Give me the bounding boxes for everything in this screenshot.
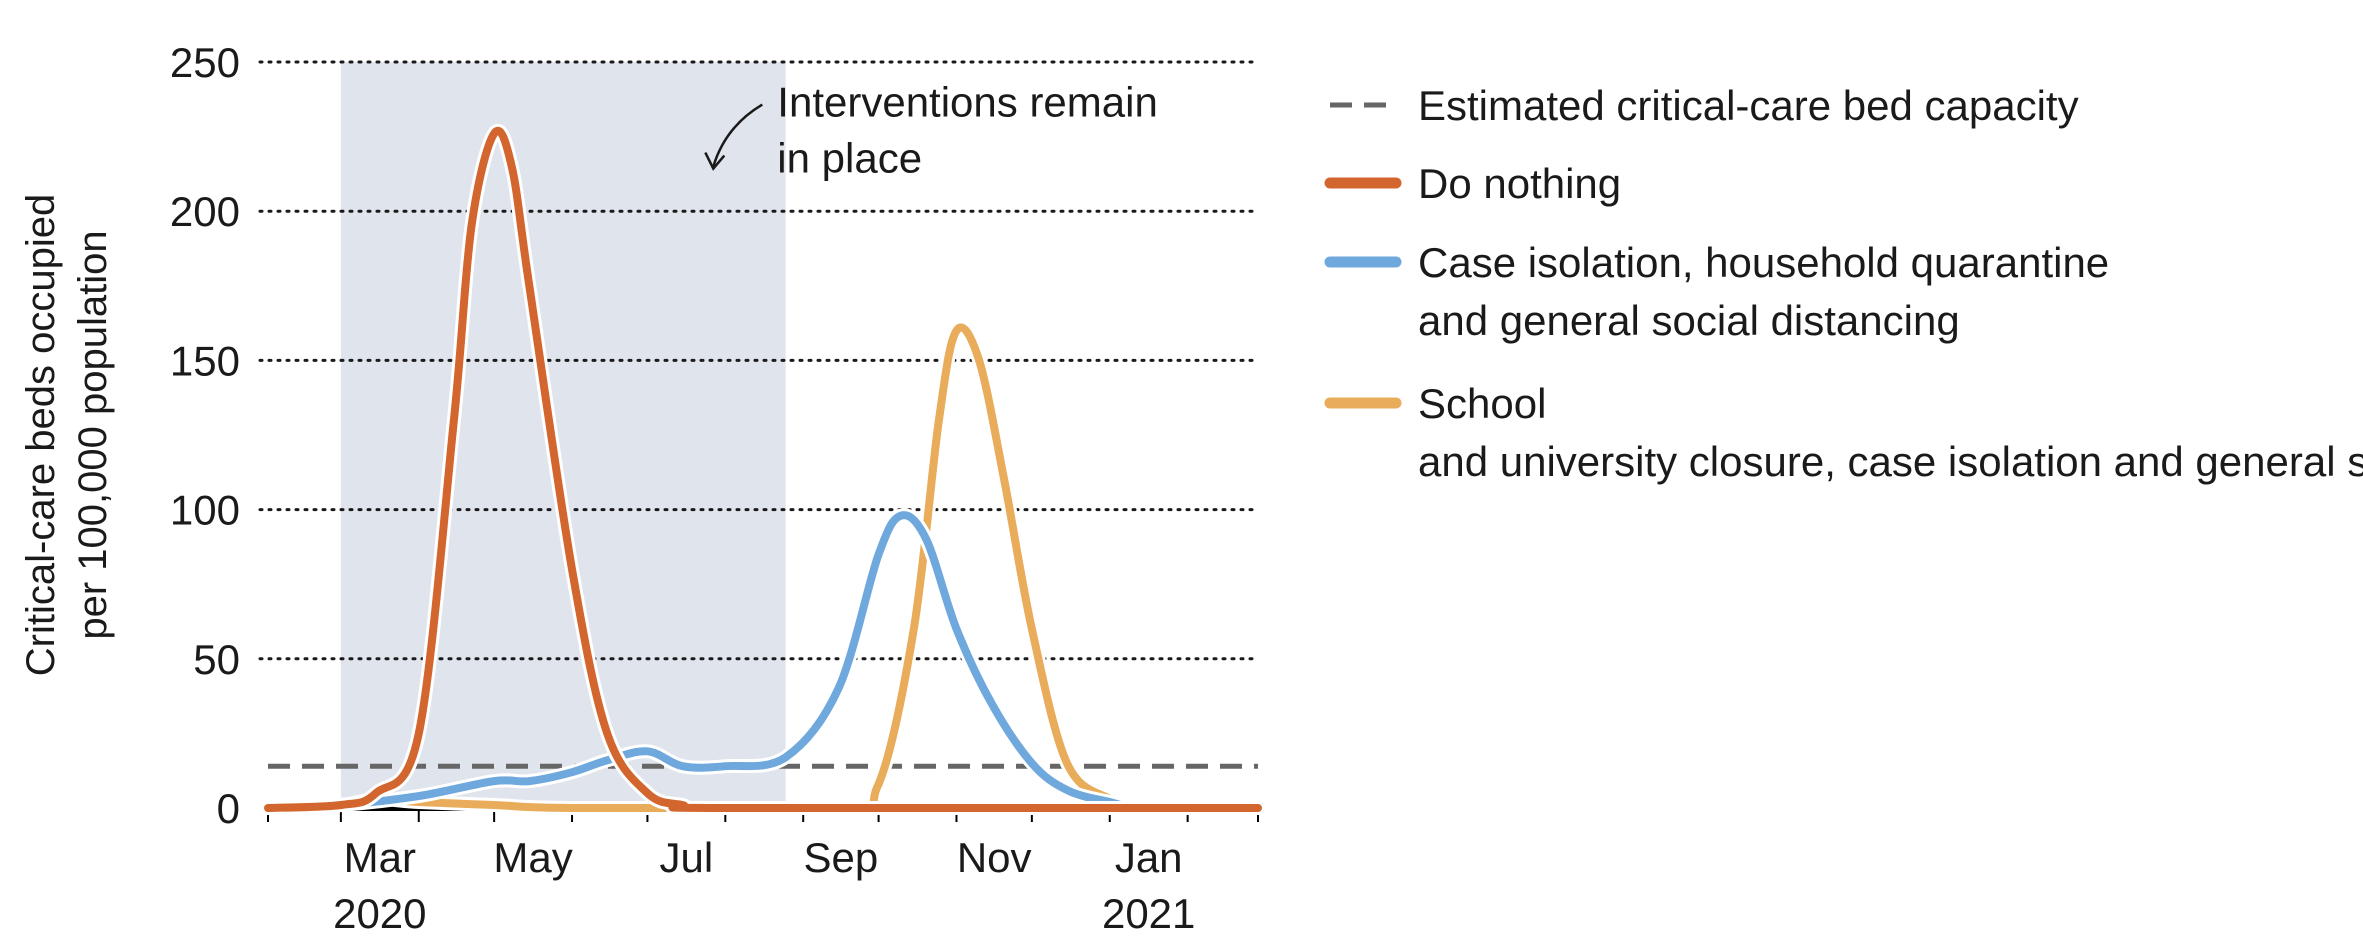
annotation-arrowhead (704, 152, 726, 171)
y-tick-150: 150 (170, 337, 240, 384)
y-tick-100: 100 (170, 487, 240, 534)
y-tick-250: 250 (170, 39, 240, 86)
x-tick-label-may: May (493, 834, 572, 881)
legend-label-do-nothing: Do nothing (1418, 160, 1621, 207)
x-tick-label-nov: Nov (957, 834, 1032, 881)
annotation-arrow (712, 103, 763, 167)
y-axis-label-line-1: Critical-care beds occupied (19, 194, 63, 676)
y-axis-label: Critical-care beds occupied per 100,000 p… (19, 194, 115, 676)
x-tick-label-jul: Jul (660, 834, 714, 881)
annotation: Interventions remain in place (704, 79, 1158, 182)
intervention-period-shading (340, 62, 786, 808)
legend: Estimated critical-care bed capacity Do n… (1324, 82, 2363, 485)
legend-label-case-isolation: and general social distancing (1418, 297, 1960, 344)
series-lines (261, 123, 1265, 816)
legend-label-school-closure: and university closure, case isolation a… (1418, 438, 2363, 485)
legend-label-case-isolation: Case isolation, household quarantine (1418, 239, 2109, 286)
x-tick-label-sep: Sep (804, 834, 879, 881)
y-axis-label-line-2: per 100,000 population (71, 230, 115, 639)
y-tick-labels: 0 50 100 150 200 250 (170, 39, 240, 832)
annotation-text-line-2: in place (777, 135, 922, 182)
annotation-text-line-1: Interventions remain (777, 79, 1158, 126)
y-tick-200: 200 (170, 188, 240, 235)
legend-label-capacity: Estimated critical-care bed capacity (1418, 82, 2079, 129)
x-tick-year-2020: 2020 (333, 890, 426, 937)
x-tick-label-mar: Mar (344, 834, 416, 881)
series-line-do-nothing (264, 126, 1262, 813)
y-tick-0: 0 (217, 785, 240, 832)
legend-label-school-closure: School (1418, 380, 1546, 427)
x-axis: Mar 2020 May Jul Sep Nov Jan 2021 (267, 805, 1259, 937)
y-tick-50: 50 (193, 636, 240, 683)
intervention-shade (340, 62, 786, 808)
x-tick-year-2021: 2021 (1102, 890, 1195, 937)
y-axis-label-group: Critical-care beds occupied per 100,000 p… (19, 194, 115, 676)
x-tick-label-jan: Jan (1115, 834, 1183, 881)
series-line-case-isolation (264, 511, 1262, 812)
